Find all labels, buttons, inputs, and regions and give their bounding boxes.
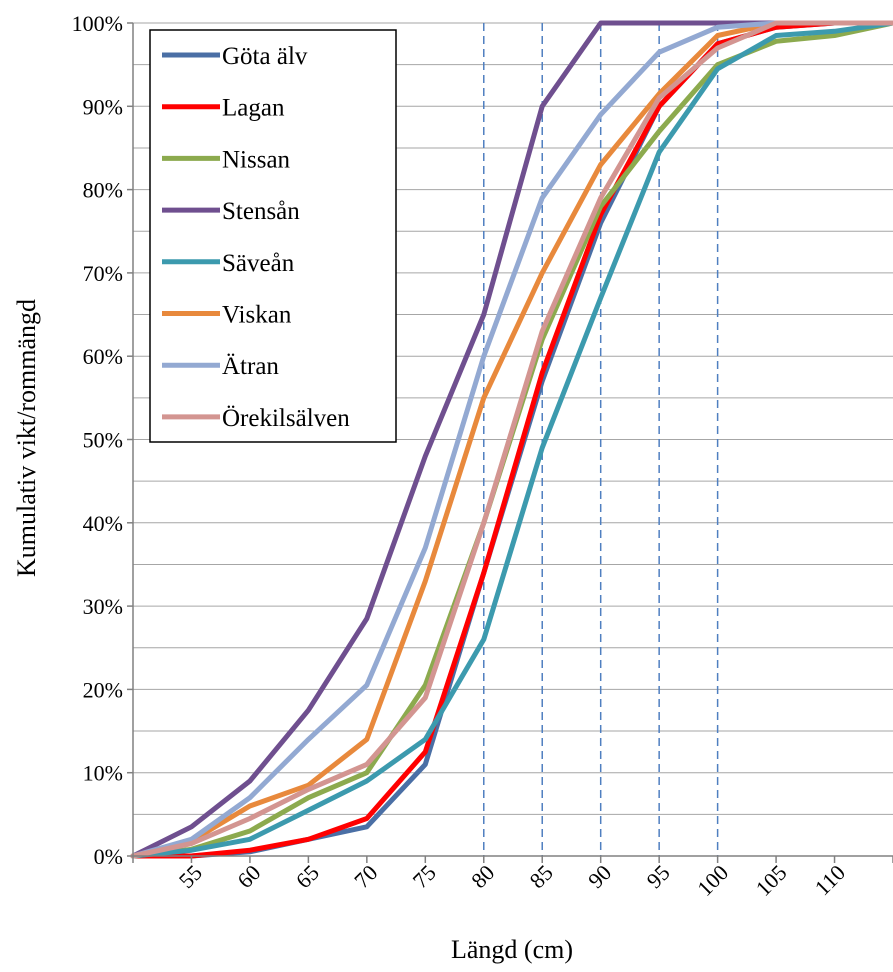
y-tick-label: 10% — [83, 761, 123, 786]
x-tick-label: 80 — [466, 860, 499, 893]
y-tick-label: 80% — [83, 178, 123, 203]
x-tick-label: 70 — [349, 860, 382, 893]
legend-label: Nissan — [222, 146, 291, 173]
y-tick-label: 90% — [83, 94, 123, 119]
legend-label: Göta älv — [222, 43, 308, 70]
x-tick-label: 60 — [232, 860, 265, 893]
series-line — [130, 20, 893, 859]
x-tick-label: 85 — [525, 860, 558, 893]
series-line — [130, 20, 893, 859]
y-tick-label: 30% — [83, 594, 123, 619]
y-tick-label: 60% — [83, 344, 123, 369]
x-tick-label: 100 — [692, 860, 733, 901]
legend-label: Lagan — [222, 95, 285, 122]
series-line — [130, 20, 893, 859]
series-line — [130, 20, 893, 859]
legend-label: Säveån — [222, 250, 295, 277]
x-tick-label: 110 — [810, 860, 850, 900]
x-tick-label: 75 — [408, 860, 441, 893]
legend-label: Ätran — [222, 353, 279, 380]
legend-label: Örekilsälven — [222, 405, 350, 432]
x-tick-label: 105 — [751, 860, 792, 901]
legend-box — [149, 29, 397, 443]
y-tick-label: 70% — [83, 261, 123, 286]
x-axis-title: Längd (cm) — [451, 935, 573, 964]
series-lines — [130, 20, 893, 859]
y-tick-label: 20% — [83, 677, 123, 702]
x-tick-label: 65 — [291, 860, 324, 893]
y-tick-label: 100% — [72, 11, 123, 36]
x-tick-label: 95 — [641, 860, 674, 893]
y-tick-label: 0% — [94, 844, 123, 869]
y-tick-label: 40% — [83, 511, 123, 536]
x-tick-labels: 55 60 65 70 75 80 85 90 95 100 105 110 — [174, 860, 850, 901]
reference-lines — [483, 23, 719, 856]
axes — [127, 22, 893, 863]
x-tick-label: 90 — [583, 860, 616, 893]
y-axis-title: Kumulativ vikt/rommängd — [12, 299, 41, 577]
y-tick-label: 50% — [83, 428, 123, 453]
legend-label: Stensån — [222, 198, 300, 225]
legend-label: Viskan — [222, 302, 292, 329]
y-tick-labels: 0% 10% 20% 30% 40% 50% 60% 70% 80% 90% 100% — [72, 11, 123, 869]
x-tick-label: 55 — [174, 860, 207, 893]
legend: Göta älv Lagan Nissan Stensån Säveån Viskan Ät… — [149, 29, 397, 443]
